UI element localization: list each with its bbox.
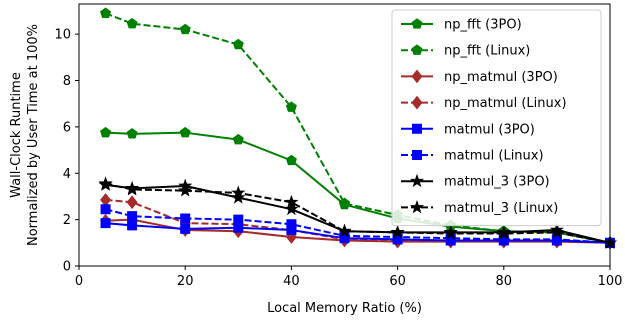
data-point <box>125 182 140 196</box>
data-point <box>231 185 246 199</box>
data-point <box>285 154 297 166</box>
data-point <box>127 211 138 222</box>
legend-label: np_matmul (Linux) <box>444 96 567 111</box>
x-tick-label: 40 <box>283 274 300 289</box>
legend-entry-7: matmul_3 (Linux) <box>401 200 558 216</box>
data-point <box>232 38 244 50</box>
series-5 <box>100 204 615 248</box>
legend-label: matmul (Linux) <box>444 149 544 164</box>
data-point <box>390 224 405 239</box>
data-point <box>231 190 246 204</box>
legend-label: matmul_3 (3PO) <box>444 175 550 190</box>
data-point <box>100 204 111 215</box>
axes-layer: 0 20 40 60 80 100 0 2 4 6 8 10 <box>54 3 623 289</box>
legend-marker <box>412 123 422 134</box>
legend-entry-2: np_matmul (3PO) <box>401 69 558 85</box>
legend-label: np_matmul (3PO) <box>444 70 558 85</box>
y-axis-label-line-1: Wall-Clock Runtime <box>9 72 24 198</box>
data-point <box>232 133 244 145</box>
data-point <box>127 220 138 231</box>
data-point <box>100 7 112 18</box>
legend-label: np_fft (Linux) <box>444 44 530 59</box>
data-point <box>284 194 299 209</box>
plot-frame <box>78 3 611 267</box>
legend-marker <box>409 200 425 214</box>
legend-entry-0: np_fft (3PO) <box>401 18 522 33</box>
legend-marker <box>412 150 422 160</box>
y-tick-label: 0 <box>63 260 71 275</box>
data-point <box>178 183 193 197</box>
data-point <box>100 126 112 138</box>
x-tick-label: 0 <box>75 274 83 289</box>
legend-marker <box>411 18 423 29</box>
legend-box <box>391 9 602 227</box>
data-point <box>126 17 138 29</box>
data-point <box>126 128 138 139</box>
data-point <box>443 226 458 240</box>
data-point <box>179 23 191 35</box>
data-point <box>126 195 138 210</box>
data-point <box>180 213 191 224</box>
data-point <box>285 101 297 112</box>
y-tick-label: 2 <box>63 213 71 228</box>
data-point <box>98 176 113 190</box>
legend-entry-5: matmul (Linux) <box>401 149 544 164</box>
legend-label: matmul_3 (Linux) <box>444 201 558 216</box>
y-tick-label: 10 <box>54 28 71 43</box>
data-point <box>337 223 352 238</box>
legend-marker <box>409 173 425 188</box>
data-point <box>496 226 511 240</box>
x-axis-label: Local Memory Ratio (%) <box>267 301 422 316</box>
data-point <box>549 224 564 239</box>
legend-marker <box>411 95 423 110</box>
legend-label: matmul (3PO) <box>444 122 535 137</box>
data-point <box>338 197 351 209</box>
legend-entry-3: np_matmul (Linux) <box>401 95 567 111</box>
y-tick-label: 4 <box>63 167 71 182</box>
y-tick-label: 6 <box>63 120 71 135</box>
x-tick-label: 20 <box>177 274 194 289</box>
data-point <box>180 223 191 234</box>
legend-entry-1: np_fft (Linux) <box>401 44 530 59</box>
series-line <box>105 182 611 244</box>
legend: np_fft (3PO) np_fft (Linux) np_matmul (3PO… <box>391 9 602 227</box>
series-line <box>105 12 611 244</box>
data-point <box>284 201 299 216</box>
data-point <box>233 214 244 225</box>
y-axis-label-line-2: Normalized by User Time at 100% <box>26 24 41 246</box>
y-tick-label: 8 <box>63 74 71 89</box>
legend-marker <box>411 69 423 84</box>
data-point <box>286 219 297 230</box>
x-tick-label: 80 <box>496 274 513 289</box>
legend-label: np_fft (3PO) <box>444 18 522 33</box>
legend-entry-4: matmul (3PO) <box>401 122 535 137</box>
series-7 <box>98 176 618 249</box>
data-point <box>179 126 191 138</box>
data-point <box>100 218 111 229</box>
x-tick-label: 100 <box>598 274 623 289</box>
legend-entry-6: matmul_3 (3PO) <box>401 173 550 190</box>
legend-marker <box>411 44 423 55</box>
x-tick-label: 60 <box>389 274 406 289</box>
